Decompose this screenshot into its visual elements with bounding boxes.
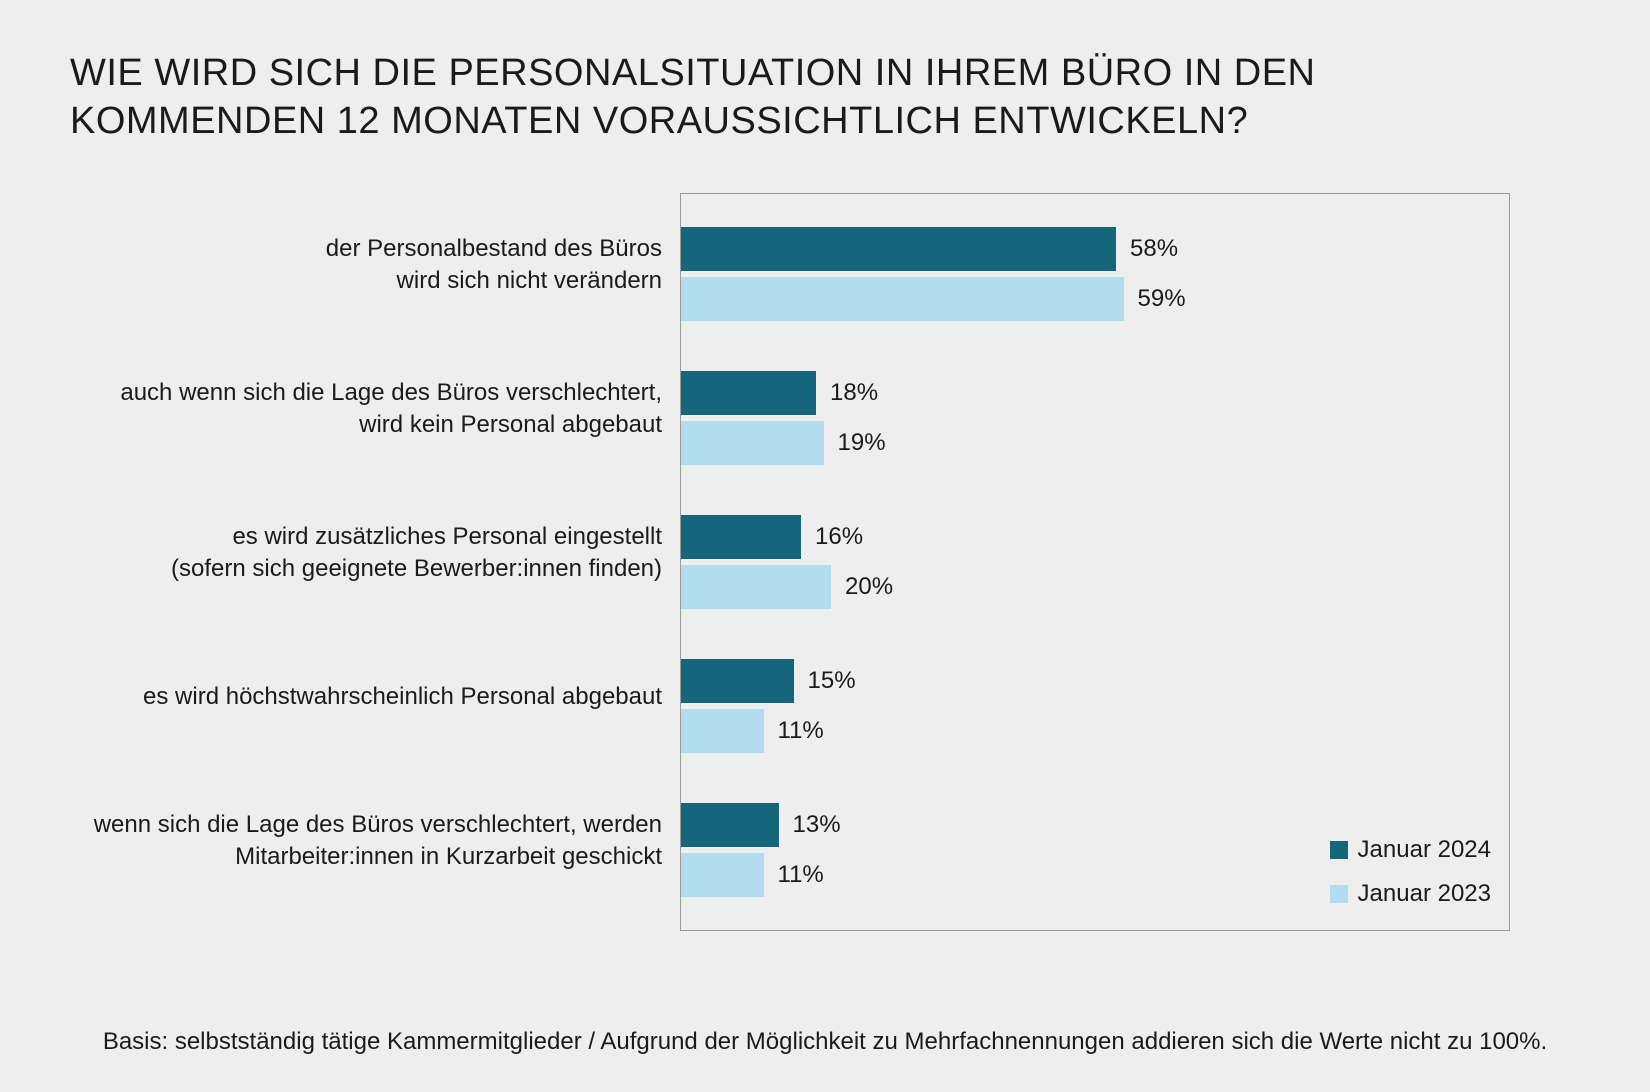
bar xyxy=(681,709,764,753)
legend-item-2024: Januar 2024 xyxy=(1330,836,1491,864)
bar-value: 11% xyxy=(778,861,824,889)
bar-value: 16% xyxy=(815,523,863,551)
bar-group: 16% 20% xyxy=(681,490,1509,634)
legend-item-2023: Januar 2023 xyxy=(1330,880,1491,908)
legend-label-2023: Januar 2023 xyxy=(1358,880,1491,908)
bar-value: 18% xyxy=(830,379,878,407)
bar xyxy=(681,515,801,559)
category-label-line: der Personalbestand des Büros xyxy=(326,233,662,265)
category-label-line: wird sich nicht verändern xyxy=(397,265,662,297)
legend: Januar 2024 Januar 2023 xyxy=(1330,836,1491,908)
bar xyxy=(681,277,1124,321)
category-label-line: es wird zusätzliches Personal eingestell… xyxy=(232,521,662,553)
bar-group: 18% 19% xyxy=(681,346,1509,490)
bar-group: 15% 11% xyxy=(681,634,1509,778)
bar-line: 15% xyxy=(681,659,1509,703)
bar-value: 15% xyxy=(808,667,856,695)
chart-footnote: Basis: selbstständig tätige Kammermitgli… xyxy=(0,1028,1650,1056)
bar xyxy=(681,803,779,847)
bar-value: 19% xyxy=(838,429,886,457)
chart-title: WIE WIRD SICH DIE PERSONALSITUATION IN I… xyxy=(70,50,1520,145)
category-label: auch wenn sich die Lage des Büros versch… xyxy=(70,337,680,481)
category-label-line: Mitarbeiter:innen in Kurzarbeit geschick… xyxy=(235,841,662,873)
bar-line: 16% xyxy=(681,515,1509,559)
category-label-line: wenn sich die Lage des Büros verschlecht… xyxy=(94,809,662,841)
bar-value: 11% xyxy=(778,717,824,745)
bar xyxy=(681,853,764,897)
legend-label-2024: Januar 2024 xyxy=(1358,836,1491,864)
category-label: es wird zusätzliches Personal eingestell… xyxy=(70,481,680,625)
bar xyxy=(681,371,816,415)
category-labels-column: der Personalbestand des Büroswird sich n… xyxy=(70,193,680,931)
bars-column: 58% 59% 18% 19% 16% 20% 15% 11% 13% 11% Januar 20… xyxy=(680,193,1510,931)
legend-swatch-2024 xyxy=(1330,841,1348,859)
bar xyxy=(681,565,831,609)
category-label-line: auch wenn sich die Lage des Büros versch… xyxy=(120,377,662,409)
bar-line: 58% xyxy=(681,227,1509,271)
bar xyxy=(681,227,1116,271)
bar-value: 58% xyxy=(1130,235,1178,263)
category-label-line: es wird höchstwahrscheinlich Personal ab… xyxy=(143,681,662,713)
legend-swatch-2023 xyxy=(1330,885,1348,903)
bar-line: 19% xyxy=(681,421,1509,465)
category-label: wenn sich die Lage des Büros verschlecht… xyxy=(70,769,680,913)
category-label-line: (sofern sich geeignete Bewerber:innen fi… xyxy=(171,553,662,585)
bar-value: 20% xyxy=(845,573,893,601)
chart-container: der Personalbestand des Büroswird sich n… xyxy=(70,193,1580,931)
bar xyxy=(681,659,794,703)
bar-value: 13% xyxy=(793,811,841,839)
category-label-line: wird kein Personal abgebaut xyxy=(359,409,662,441)
bar-line: 20% xyxy=(681,565,1509,609)
category-label: der Personalbestand des Büroswird sich n… xyxy=(70,193,680,337)
bar xyxy=(681,421,824,465)
bar-line: 11% xyxy=(681,709,1509,753)
bar-line: 59% xyxy=(681,277,1509,321)
bar-value: 59% xyxy=(1138,285,1186,313)
bar-group: 58% 59% xyxy=(681,202,1509,346)
category-label: es wird höchstwahrscheinlich Personal ab… xyxy=(70,625,680,769)
bar-line: 18% xyxy=(681,371,1509,415)
